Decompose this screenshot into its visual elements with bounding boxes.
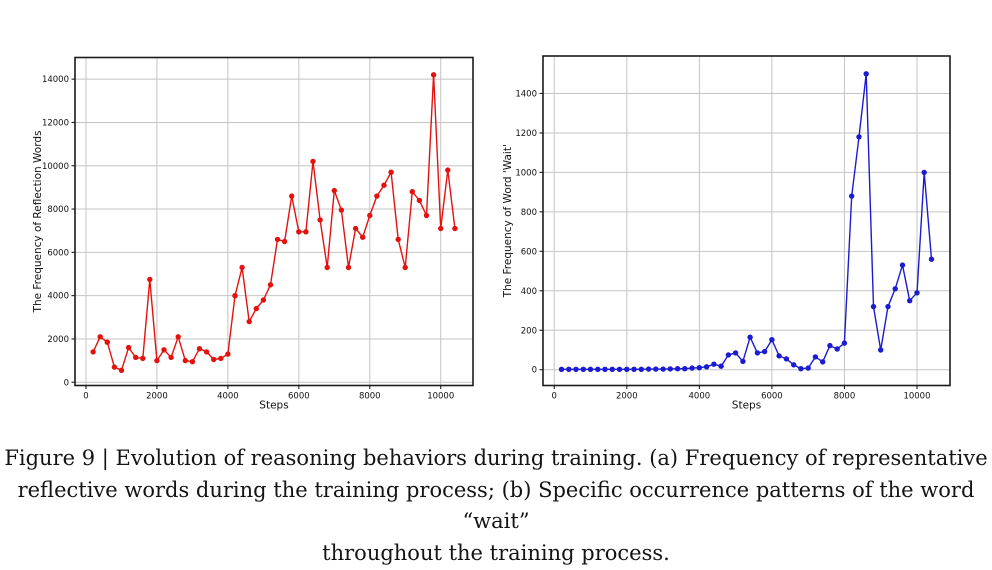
x-axis-label: Steps [259, 400, 288, 412]
caption-line-2: reflective words during the training pro… [17, 477, 975, 534]
x-axis-label: Steps [732, 400, 761, 412]
svg-text:4000: 4000 [47, 292, 69, 302]
data-points [90, 72, 458, 373]
svg-text:8000: 8000 [834, 392, 856, 402]
svg-text:0: 0 [552, 392, 557, 402]
svg-text:1000: 1000 [515, 168, 537, 178]
svg-text:4000: 4000 [689, 392, 711, 402]
svg-text:200: 200 [521, 326, 537, 336]
reflection-chart: 0 2000 4000 6000 8000 10000 0 2000 4000 6000 8000 1… [32, 56, 474, 412]
svg-text:1200: 1200 [515, 129, 537, 139]
svg-text:14000: 14000 [42, 75, 69, 85]
series-line [92, 74, 456, 371]
svg-text:0: 0 [83, 392, 88, 402]
svg-text:8000: 8000 [359, 392, 381, 402]
svg-text:10000: 10000 [42, 162, 69, 172]
y-axis-label: The Frequency of Reflection Words [32, 131, 44, 314]
svg-text:2000: 2000 [146, 392, 168, 402]
svg-text:4000: 4000 [217, 392, 239, 402]
svg-text:1400: 1400 [515, 89, 537, 99]
svg-text:12000: 12000 [42, 118, 69, 128]
figure-caption: Figure 9 | Evolution of reasoning behavi… [0, 443, 992, 569]
plot-border [74, 56, 474, 387]
series-line [561, 73, 933, 370]
svg-text:2000: 2000 [47, 335, 69, 345]
svg-text:600: 600 [521, 247, 537, 257]
caption-line-1: Figure 9 | Evolution of reasoning behavi… [4, 446, 988, 470]
data-points [558, 71, 935, 372]
svg-text:800: 800 [521, 208, 537, 218]
caption-line-3: throughout the training process. [322, 540, 670, 565]
svg-text:6000: 6000 [761, 392, 783, 402]
tick-labels: 0 2000 4000 6000 8000 10000 0 200 400 600 800 1000 1… [515, 89, 930, 401]
svg-text:0: 0 [532, 366, 537, 376]
svg-text:2000: 2000 [616, 392, 638, 402]
tick-labels: 0 2000 4000 6000 8000 10000 0 2000 4000 6000 8000 1… [42, 75, 454, 401]
plot-border [542, 55, 951, 387]
wait-chart: 0 2000 4000 6000 8000 10000 0 200 400 600 800 1000 1… [502, 55, 951, 412]
svg-text:400: 400 [521, 287, 537, 297]
svg-text:6000: 6000 [47, 248, 69, 258]
gridlines [543, 56, 950, 386]
svg-text:10000: 10000 [427, 392, 454, 402]
gridlines [75, 57, 473, 386]
svg-text:0: 0 [64, 378, 69, 388]
svg-text:10000: 10000 [903, 392, 930, 402]
tick-marks [71, 78, 442, 389]
svg-text:8000: 8000 [47, 205, 69, 215]
y-axis-label: The Frequency of Word 'Wait' [502, 144, 514, 298]
svg-text:6000: 6000 [288, 392, 310, 402]
